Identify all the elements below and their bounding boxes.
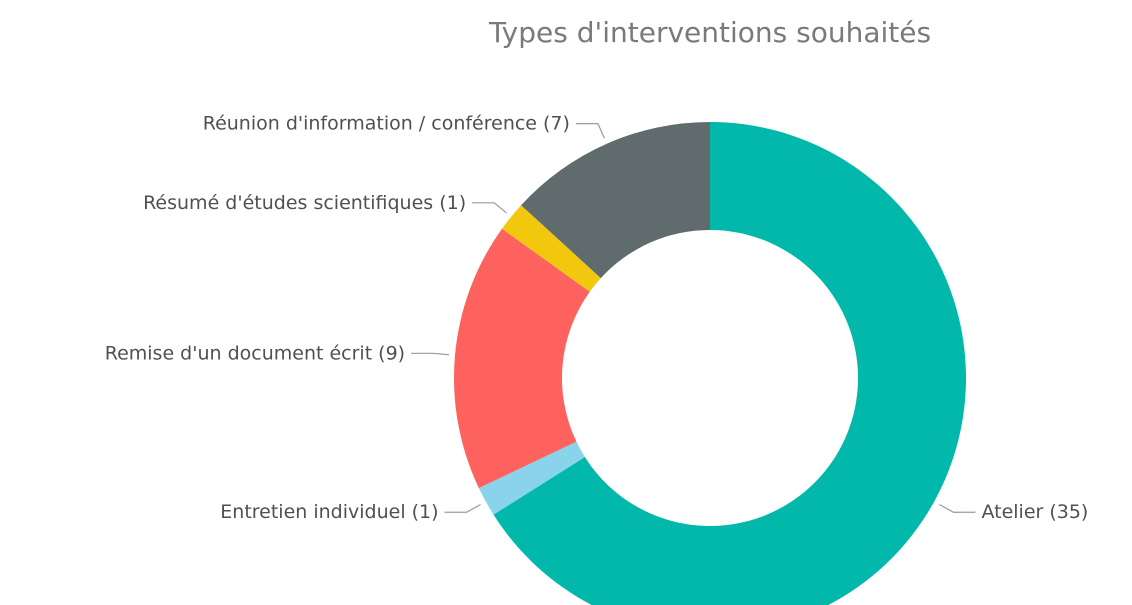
label-value: (7): [543, 112, 570, 134]
data-label: Réunion d'information / conférence (7): [203, 112, 570, 134]
donut-slice: [493, 122, 966, 605]
leader-line: [575, 122, 605, 139]
leader-line: [411, 352, 450, 356]
data-label: Entretien individuel (1): [220, 501, 438, 523]
label-value: (9): [378, 342, 405, 364]
label-category: Réunion d'information / conférence: [203, 112, 537, 134]
label-value: (35): [1049, 501, 1088, 523]
data-label: Atelier (35): [981, 501, 1088, 523]
label-category: Atelier: [981, 501, 1043, 523]
label-category: Résumé d'études scientifiques: [143, 191, 433, 213]
label-category: Remise d'un document écrit: [105, 342, 372, 364]
data-label: Résumé d'études scientifiques (1): [143, 191, 466, 213]
chart-title: Types d'interventions souhaités: [488, 16, 931, 49]
donut-slice: [453, 228, 590, 489]
leader-line: [472, 202, 507, 214]
label-category: Entretien individuel: [220, 501, 405, 523]
donut-slice: [521, 122, 710, 279]
label-value: (1): [412, 501, 439, 523]
label-value: (1): [439, 191, 466, 213]
donut-slice: [502, 205, 601, 292]
data-label: Remise d'un document écrit (9): [105, 342, 405, 364]
leader-line: [939, 503, 976, 513]
leader-line: [444, 503, 481, 513]
donut-slice: [478, 441, 585, 515]
